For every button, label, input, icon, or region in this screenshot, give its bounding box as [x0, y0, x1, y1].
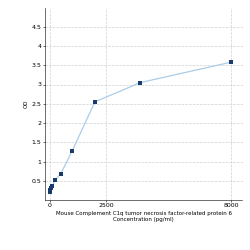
- Point: [48, 188, 52, 192]
- Point: [93, 100, 97, 104]
- Point: [229, 60, 233, 64]
- Point: [48, 190, 52, 194]
- Point: [59, 172, 63, 176]
- Point: [53, 178, 57, 182]
- Point: [138, 80, 142, 84]
- Y-axis label: OD: OD: [24, 100, 29, 108]
- X-axis label: Mouse Complement C1q tumor necrosis factor-related protein 6
Concentration (pg/m: Mouse Complement C1q tumor necrosis fact…: [56, 211, 232, 222]
- Point: [50, 184, 54, 188]
- Point: [49, 186, 53, 190]
- Point: [70, 149, 74, 153]
